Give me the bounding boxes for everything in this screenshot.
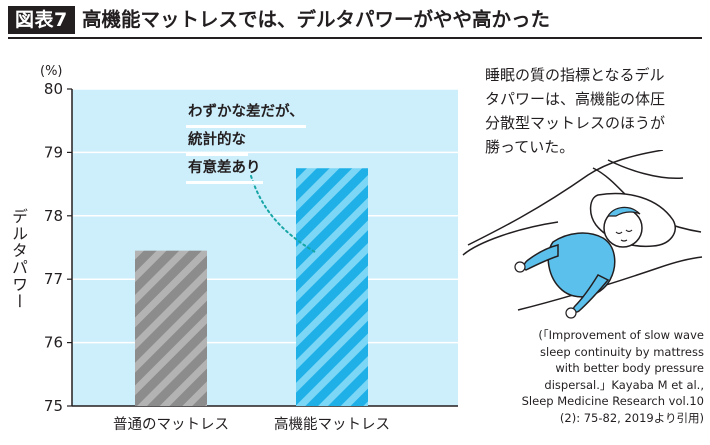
citation-line: sleep continuity by mattress — [540, 344, 704, 359]
side-note-line: 睡眠の質の指標となるデル — [485, 66, 665, 84]
y-tick-label: 79 — [44, 143, 63, 161]
side-note: 睡眠の質の指標となるデル タパワーは、高機能の体圧 分散型マットレスのほうが 勝… — [485, 63, 700, 159]
citation-line: with better body pressure — [555, 361, 704, 375]
y-tick-label: 75 — [44, 397, 63, 415]
citation-line: (「Improvement of slow wave — [538, 328, 704, 342]
x-category-label: 普通のマットレス — [113, 416, 229, 433]
citation-line: dispersal.」Kayaba M et al., — [544, 377, 704, 392]
sleeping-person-icon — [462, 150, 703, 319]
figure-title: 高機能マットレスでは、デルタパワーがやや高かった — [82, 8, 551, 31]
side-note-line: 勝っていた。 — [485, 138, 575, 156]
bar — [135, 250, 207, 406]
y-tick-label: 77 — [44, 270, 63, 288]
x-category-label: 高機能マットレス — [274, 416, 390, 433]
annotation-line-3: 有意差あり — [186, 156, 263, 184]
bar — [296, 168, 368, 406]
annotation-line-1: わずかな差だが、 — [186, 100, 306, 128]
citation-line: (2): 75-82, 2019より引用) — [559, 410, 704, 425]
annotation-leader — [250, 175, 316, 253]
y-tick-label: 78 — [44, 207, 63, 225]
side-note-line: タパワーは、高機能の体圧 — [485, 90, 666, 108]
significance-annotation: わずかな差だが、 統計的な 有意差あり — [186, 100, 346, 184]
citation: (「Improvement of slow wave sleep continu… — [482, 327, 704, 426]
figure-label: 図表7 — [8, 6, 75, 34]
y-axis-unit: (%) — [40, 64, 63, 79]
y-axis-label: デルタパワー — [9, 208, 28, 310]
side-note-line: 分散型マットレスのほうが — [485, 114, 666, 132]
citation-line: Sleep Medicine Research vol.10 — [521, 394, 704, 408]
annotation-line-2: 統計的な — [186, 128, 248, 156]
y-tick-label: 76 — [44, 334, 63, 352]
y-tick-label: 80 — [44, 80, 63, 98]
title-rule — [8, 37, 702, 39]
